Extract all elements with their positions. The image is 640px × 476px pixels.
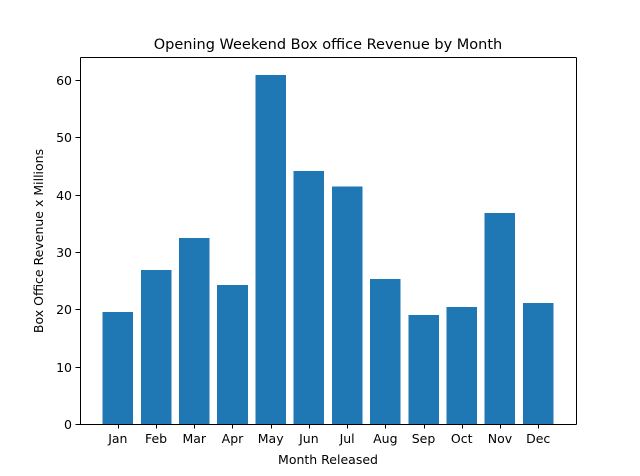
y-tick-label-10: 10 [56,360,72,375]
x-tick-label-mar: Mar [182,431,206,446]
x-tick-label-jan: Jan [107,431,127,446]
chart-title: Opening Weekend Box office Revenue by Mo… [154,37,502,53]
bar-sep [408,315,439,424]
y-tick-label-30: 30 [56,245,72,260]
x-tick-label-aug: Aug [373,431,397,446]
y-tick-label-20: 20 [56,302,72,317]
bar-dec [522,303,554,424]
y-axis-label: Box Office Revenue x Millions [31,149,46,333]
bar-jul [331,186,363,424]
y-tick-label-40: 40 [56,188,72,203]
bar-apr [217,285,248,424]
bar-aug [370,278,401,424]
y-axis-ticks: 0 10 20 30 40 50 60 [56,73,81,432]
y-tick-label-0: 0 [64,417,72,432]
plot-frame [80,57,577,425]
x-axis-ticks: Jan Feb Mar Apr May Jun Jul Aug Sep Oct Nov Dec [107,424,550,446]
x-axis-label: Month Released [278,452,378,467]
bars-group [102,74,554,424]
bar-oct [446,307,478,424]
x-tick-label-apr: Apr [222,431,244,446]
x-tick-label-nov: Nov [488,431,513,446]
x-tick-label-sep: Sep [412,431,436,446]
x-tick-label-may: May [258,431,284,446]
bar-feb [140,269,172,424]
bar-mar [178,238,210,424]
x-tick-label-jun: Jun [298,431,319,446]
x-tick-label-dec: Dec [526,431,550,446]
bar-jan [102,312,134,424]
bar-nov [484,212,516,424]
x-tick-label-feb: Feb [145,431,167,446]
bar-jun [293,171,325,424]
x-tick-label-jul: Jul [339,431,355,446]
bar-may [255,74,286,424]
y-tick-label-50: 50 [56,130,72,145]
y-tick-label-60: 60 [56,73,72,88]
x-tick-label-oct: Oct [451,431,473,446]
